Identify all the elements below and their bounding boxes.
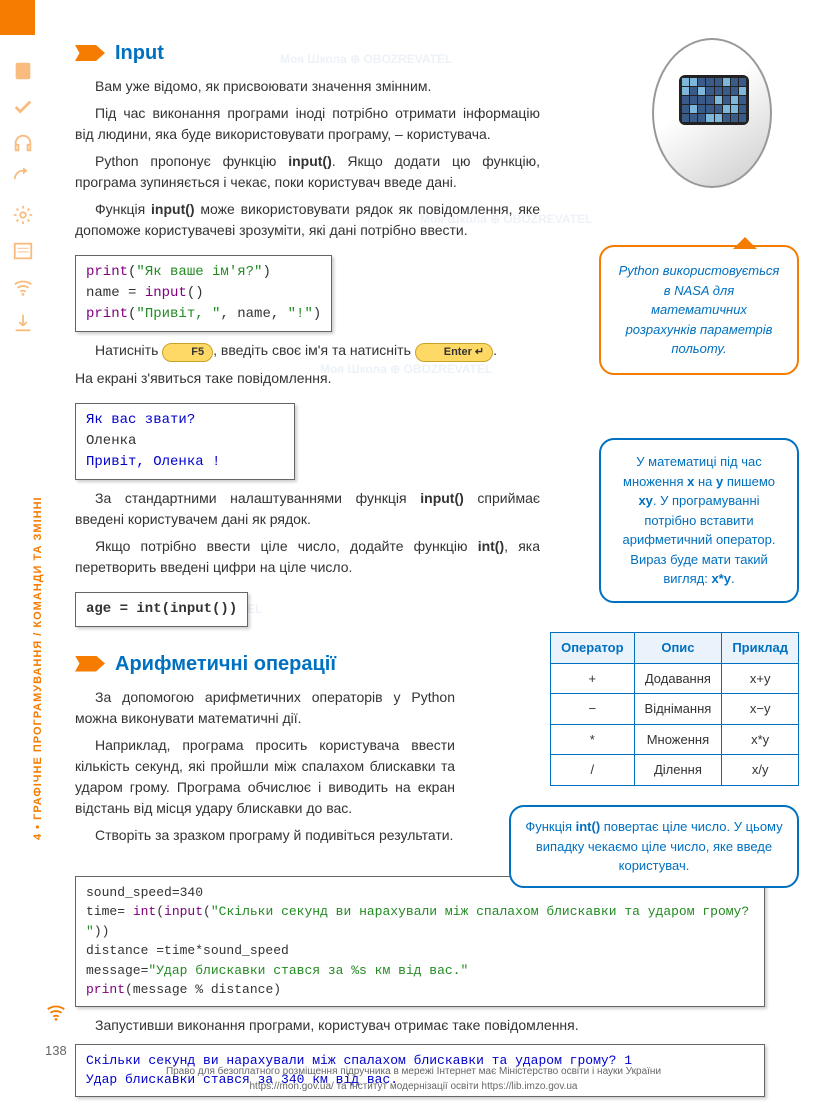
info-bubble-int: Функція int() повертає ціле число. У цьо… [509,805,799,888]
refresh-icon [12,168,34,190]
table-header: Опис [634,633,722,664]
arrow-marker-icon [75,656,105,672]
paragraph: Натисніть F5, введіть своє ім'я та натис… [75,340,540,362]
table-row: −Відніманняx−y [551,694,799,725]
corner-tab [0,0,35,35]
table-row: /Діленняx/y [551,755,799,786]
paragraph: Під час виконання програми іноді потрібн… [75,103,540,145]
section-title: Арифметичні операції [115,649,336,679]
paragraph: Вам уже відомо, як присвоювати значення … [75,76,540,97]
list-icon [12,240,34,262]
wifi-icon [12,276,34,298]
code-block: sound_speed=340 time= int(input("Скільки… [75,876,765,1007]
check-icon [12,96,34,118]
paragraph: За допомогою арифметичних операторів у P… [75,687,455,729]
page-number: 138 [45,1041,67,1061]
info-bubble-math: У математиці під час множення x на y пиш… [599,438,799,603]
wifi-footer-icon [45,1001,67,1032]
paragraph: За стандартними налаштуваннями функція i… [75,488,540,530]
paragraph: Функція input() може використовувати ряд… [75,199,540,241]
code-block: print("Як ваше ім'я?") name = input() pr… [75,255,332,332]
chapter-label: 4 • ГРАФІЧНЕ ПРОГРАМУВАННЯ / КОМАНДИ ТА … [30,496,47,840]
key-enter: Enter ↵ [415,343,493,362]
download-icon [12,312,34,334]
section-title: Input [115,38,164,68]
output-block: Як вас звати? Оленка Привіт, Оленка ! [75,403,295,480]
robot-illustration [652,38,782,218]
table-header: Оператор [551,633,634,664]
key-f5: F5 [162,343,213,362]
table-row: +Додаванняx+y [551,663,799,694]
operators-table: Оператор Опис Приклад +Додаванняx+y −Від… [550,632,799,786]
headphones-icon [12,132,34,154]
speech-bubble: Python використовується в NASA для матем… [599,245,799,375]
page: 4 • ГРАФІЧНЕ ПРОГРАМУВАННЯ / КОМАНДИ ТА … [0,0,827,1102]
paragraph: Наприклад, програма просить користувача … [75,735,455,819]
gear-icon [12,204,34,226]
book-icon [12,60,34,82]
paragraph: На екрані з'явиться таке повідомлення. [75,368,540,389]
paragraph: Створіть за зразком програму й подивітьс… [75,825,455,846]
sidebar [0,40,45,334]
paragraph: Запустивши виконання програми, користува… [75,1015,765,1036]
paragraph: Якщо потрібно ввести ціле число, додайте… [75,536,540,578]
paragraph: Python пропонує функцію input(). Якщо до… [75,151,540,193]
arrow-marker-icon [75,45,105,61]
table-header: Приклад [722,633,799,664]
footer: Право для безоплатного розміщення підруч… [0,1064,827,1094]
table-row: *Множенняx*y [551,724,799,755]
code-block: age = int(input()) [75,592,248,627]
